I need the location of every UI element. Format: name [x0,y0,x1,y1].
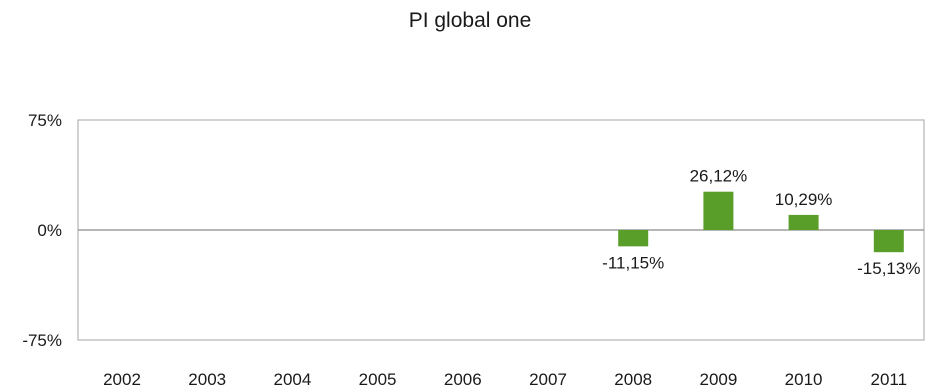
data-label: -15,13% [857,259,920,278]
bar [703,191,734,230]
bar [788,214,819,230]
x-tick-label: 2004 [273,370,311,389]
data-label: -11,15% [602,253,664,272]
data-label: 26,12% [690,167,748,186]
x-axis: 2002 2003 2004 2005 2006 2007 2008 2009 2010 2011 [103,370,907,389]
y-tick-label: 0% [37,221,62,240]
x-tick-label: 2008 [614,370,652,389]
x-tick-label: 2007 [529,370,567,389]
y-tick-label: 75% [28,111,62,130]
bars [618,191,904,253]
x-tick-label: 2002 [103,370,141,389]
x-tick-label: 2006 [444,370,482,389]
bar [873,230,904,253]
x-tick-label: 2010 [785,370,823,389]
y-tick-label: -75% [22,331,62,350]
bar [618,230,649,247]
data-labels: -11,15% 26,12% 10,29% -15,13% [602,167,920,279]
x-tick-label: 2011 [871,370,908,389]
chart-title: PI global one [409,9,532,32]
data-label: 10,29% [775,190,833,209]
x-tick-label: 2009 [699,370,737,389]
x-tick-label: 2003 [188,370,226,389]
x-tick-label: 2005 [359,370,397,389]
y-axis: 75% 0% -75% [22,111,62,350]
